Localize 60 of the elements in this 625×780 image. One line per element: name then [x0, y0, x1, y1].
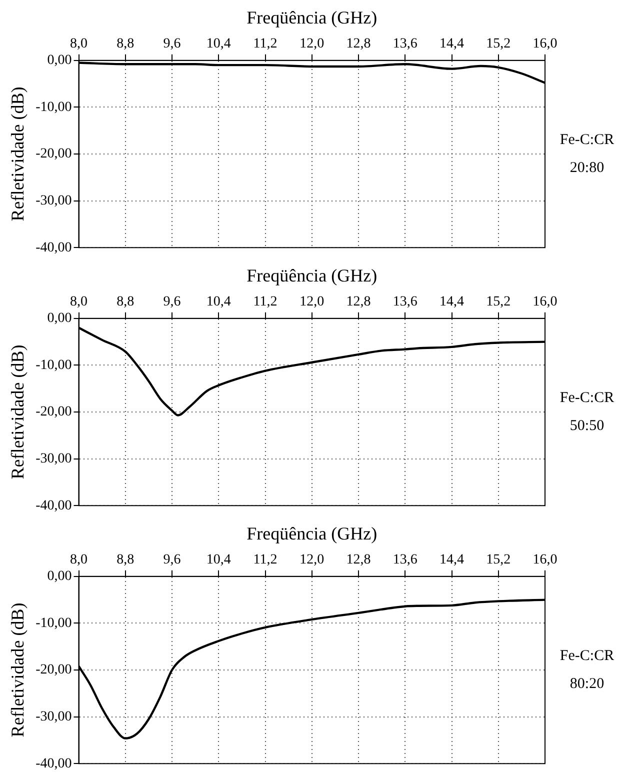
- x-tick-label: 8,8: [116, 552, 134, 568]
- x-tick-label: 9,6: [163, 294, 181, 310]
- x-tick-label: 8,8: [116, 294, 134, 310]
- x-tick-label: 10,4: [206, 294, 231, 310]
- x-tick-label: 8,8: [116, 36, 134, 52]
- y-tick-label: -10,00: [36, 100, 72, 115]
- x-tick-label: 16,0: [532, 294, 558, 310]
- y-tick-label: -30,00: [36, 451, 72, 466]
- y-tick-label: 0,00: [47, 53, 72, 68]
- text: 20:80: [570, 160, 604, 176]
- y-tick-label: -30,00: [36, 193, 72, 208]
- x-tick-label: 13,6: [392, 36, 418, 52]
- x-axis-title: Freqüência (GHz): [246, 8, 378, 28]
- x-tick-label: 12,8: [346, 36, 371, 52]
- y-tick-label: 0,00: [47, 569, 72, 584]
- x-tick-label: 8,0: [70, 36, 88, 52]
- text: Fe-C:CR: [560, 648, 614, 664]
- y-tick-label: -20,00: [36, 404, 72, 420]
- x-tick-label: 16,0: [532, 36, 558, 52]
- y-tick-label: -10,00: [36, 358, 72, 373]
- y-tick-label: -20,00: [36, 146, 72, 162]
- y-tick-label: -40,00: [36, 756, 72, 772]
- x-tick-label: 10,4: [206, 36, 231, 52]
- x-axis-title: Freqüência (GHz): [246, 524, 378, 544]
- y-axis-title: Refletividade (dB): [8, 86, 28, 222]
- y-tick-label: 0,00: [47, 311, 72, 326]
- y-tick-label: -30,00: [36, 709, 72, 724]
- x-tick-label: 12,8: [346, 294, 371, 310]
- x-tick-label: 11,2: [253, 294, 278, 310]
- x-tick-label: 12,0: [300, 36, 324, 52]
- x-tick-label: 12,0: [300, 552, 324, 568]
- x-tick-label: 10,4: [206, 552, 231, 568]
- x-tick-label: 12,8: [346, 552, 371, 568]
- y-tick-label: -20,00: [36, 662, 72, 678]
- y-axis-title: Refletividade (dB): [8, 602, 28, 738]
- text: 50:50: [570, 418, 604, 434]
- y-axis-title: Refletividade (dB): [8, 344, 28, 480]
- x-tick-label: 14,4: [440, 552, 464, 568]
- y-tick-label: -40,00: [36, 240, 72, 256]
- x-tick-label: 15,2: [486, 36, 511, 52]
- x-tick-label: 8,0: [70, 294, 88, 310]
- text: 80:20: [570, 676, 604, 692]
- x-tick-label: 11,2: [253, 36, 278, 52]
- x-tick-label: 9,6: [163, 552, 181, 568]
- text: Fe-C:CR: [560, 132, 614, 148]
- x-tick-label: 12,0: [300, 294, 324, 310]
- x-tick-label: 15,2: [486, 294, 511, 310]
- x-axis-title: Freqüência (GHz): [246, 266, 378, 286]
- x-tick-label: 14,4: [440, 294, 464, 310]
- x-tick-label: 16,0: [532, 552, 558, 568]
- y-tick-label: -10,00: [36, 616, 72, 631]
- y-tick-label: -40,00: [36, 498, 72, 514]
- x-tick-label: 13,6: [392, 552, 418, 568]
- x-tick-label: 9,6: [163, 36, 181, 52]
- x-tick-label: 11,2: [253, 552, 278, 568]
- x-tick-label: 13,6: [392, 294, 418, 310]
- x-tick-label: 15,2: [486, 552, 511, 568]
- x-tick-label: 8,0: [70, 552, 88, 568]
- x-tick-label: 14,4: [440, 36, 464, 52]
- text: Fe-C:CR: [560, 390, 614, 406]
